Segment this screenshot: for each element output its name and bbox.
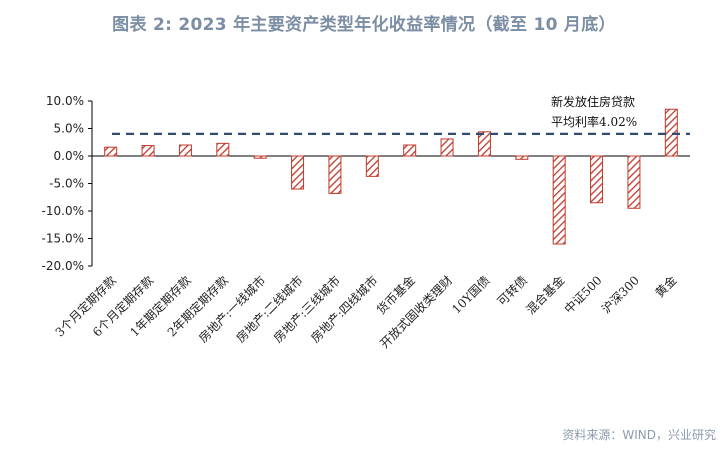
y-tick-label: 0.0% — [54, 149, 85, 163]
bar — [627, 155, 641, 209]
category-label: 10Y国债 — [449, 273, 492, 316]
chart-title: 图表 2: 2023 年主要资产类型年化收益率情况（截至 10 月底） — [112, 15, 616, 35]
category-label: 房地产:三线城市 — [270, 273, 343, 346]
bar — [141, 145, 155, 157]
reference-annotation-line1: 新发放住房贷款 — [551, 94, 635, 109]
bar — [365, 155, 379, 177]
y-tick-label: 10.0% — [46, 94, 84, 108]
category-label: 中证500 — [561, 273, 605, 317]
category-label: 混合基金 — [523, 273, 568, 318]
bar — [253, 155, 267, 159]
category-label: 房地产:四线城市 — [308, 273, 381, 346]
bar — [216, 142, 230, 157]
y-tick-label: -5.0% — [49, 177, 84, 191]
bar — [552, 155, 566, 245]
y-tick-label: -15.0% — [42, 232, 84, 246]
bar — [291, 155, 305, 190]
category-label-layer: 3个月定期存款6个月定期存款1年期定期存款2年期定期存款房地产:一线城市房地产:… — [52, 273, 680, 351]
category-label: 可转债 — [494, 273, 530, 309]
bar — [178, 144, 192, 157]
bar — [403, 144, 417, 157]
y-tick-label: -20.0% — [42, 259, 84, 273]
bar — [664, 108, 678, 157]
bar — [515, 155, 529, 160]
bar — [104, 146, 118, 157]
bar — [328, 155, 342, 194]
reference-annotation-line2: 平均利率4.02% — [551, 114, 637, 129]
y-tick-label: -10.0% — [42, 204, 84, 218]
bar — [590, 155, 604, 204]
bar-layer — [104, 108, 678, 245]
bar — [440, 138, 454, 157]
category-label: 房地产:一线城市 — [195, 273, 268, 346]
category-label: 黄金 — [652, 273, 680, 301]
category-label: 房地产:二线城市 — [233, 273, 306, 346]
axis-layer: 10.0% 5.0% 0.0% -5.0% -10.0% -15.0% -20.0% — [42, 94, 690, 273]
bar — [477, 131, 491, 157]
source-note: 资料来源：WIND，兴业研究 — [562, 428, 716, 442]
category-label: 沪深300 — [599, 273, 642, 316]
y-tick-label: 5.0% — [54, 122, 85, 136]
